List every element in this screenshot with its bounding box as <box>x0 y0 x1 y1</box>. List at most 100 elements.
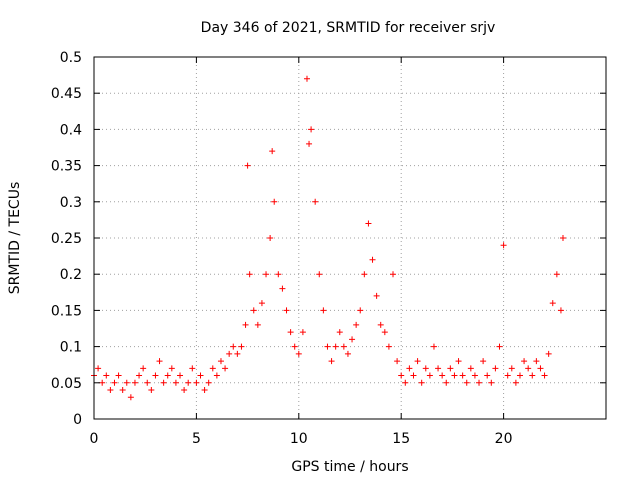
data-point <box>353 321 360 328</box>
y-tick-label: 0.5 <box>60 50 82 66</box>
data-point <box>164 372 171 379</box>
data-point <box>369 256 376 263</box>
data-point <box>250 307 257 314</box>
data-point <box>168 365 175 372</box>
x-tick-label: 15 <box>392 431 410 447</box>
data-point <box>189 365 196 372</box>
data-point <box>418 379 425 386</box>
data-point <box>504 372 511 379</box>
data-point <box>181 387 188 394</box>
data-point <box>160 379 167 386</box>
data-point <box>508 365 515 372</box>
data-point <box>269 148 276 155</box>
data-point <box>332 343 339 350</box>
data-point <box>435 365 442 372</box>
data-point <box>500 242 507 249</box>
data-point <box>320 307 327 314</box>
y-tick-label: 0.3 <box>60 195 82 211</box>
data-point <box>230 343 237 350</box>
data-point <box>492 365 499 372</box>
data-point <box>291 343 298 350</box>
data-point <box>422 365 429 372</box>
data-point <box>123 379 130 386</box>
data-point <box>394 358 401 365</box>
y-tick-label: 0.2 <box>60 267 82 283</box>
data-point <box>119 387 126 394</box>
data-point <box>463 379 470 386</box>
data-point <box>533 358 540 365</box>
data-point <box>103 372 110 379</box>
data-point <box>222 365 229 372</box>
data-point <box>385 343 392 350</box>
data-point <box>480 358 487 365</box>
data-point <box>529 372 536 379</box>
data-point <box>287 329 294 336</box>
data-point <box>361 271 368 278</box>
data-point <box>488 379 495 386</box>
data-point <box>316 271 323 278</box>
grid-layer <box>94 57 606 419</box>
data-point <box>476 379 483 386</box>
data-point <box>193 379 200 386</box>
data-point <box>234 350 241 357</box>
data-point <box>267 235 274 241</box>
x-tick-label: 5 <box>192 431 201 447</box>
y-tick-label: 0.45 <box>51 86 82 102</box>
data-point <box>99 379 106 386</box>
data-point <box>279 285 286 292</box>
x-axis-label: GPS time / hours <box>291 459 408 475</box>
data-point <box>152 372 159 379</box>
data-point <box>242 321 249 328</box>
data-point <box>131 379 138 386</box>
data-point <box>410 372 417 379</box>
data-point <box>275 271 282 278</box>
x-tick-label: 10 <box>290 431 308 447</box>
y-tick-label: 0.05 <box>51 376 82 392</box>
data-point <box>516 372 523 379</box>
data-point <box>557 307 564 314</box>
data-point <box>467 365 474 372</box>
data-point <box>451 372 458 379</box>
data-point <box>238 343 245 350</box>
data-point <box>537 365 544 372</box>
data-point <box>308 126 315 133</box>
data-point <box>209 365 216 372</box>
data-point <box>373 292 380 299</box>
data-point <box>205 379 212 386</box>
data-point <box>455 358 462 365</box>
data-point <box>340 343 347 350</box>
y-tick-label: 0.15 <box>51 303 82 319</box>
data-point <box>246 271 253 278</box>
chart-title: Day 346 of 2021, SRMTID for receiver srj… <box>201 20 496 36</box>
axis-ticks: 0 5 10 15 20 0 0.05 0.1 0.15 0.2 0.25 0.3 0.35 0.4 0.4… <box>51 50 606 447</box>
data-point <box>430 343 437 350</box>
data-point <box>541 372 548 379</box>
data-point <box>349 336 356 343</box>
data-point <box>328 358 335 365</box>
data-point <box>254 321 261 328</box>
data-point <box>398 372 405 379</box>
data-point <box>549 300 556 307</box>
data-point <box>553 271 560 278</box>
y-tick-label: 0.4 <box>60 122 82 138</box>
data-point <box>559 235 566 241</box>
data-point <box>344 350 351 357</box>
data-point <box>402 379 409 386</box>
data-point <box>136 372 143 379</box>
data-point <box>185 379 192 386</box>
data-point <box>512 379 519 386</box>
data-point <box>357 307 364 314</box>
data-point <box>312 198 319 205</box>
data-point <box>336 329 343 336</box>
data-point <box>306 140 313 147</box>
data-point <box>244 162 251 169</box>
data-point <box>303 75 310 82</box>
data-point <box>443 379 450 386</box>
data-point <box>295 350 302 357</box>
y-axis-label: SRMTID / TECUs <box>7 182 23 295</box>
data-point <box>283 307 290 314</box>
data-point <box>271 198 278 205</box>
data-point <box>172 379 179 386</box>
